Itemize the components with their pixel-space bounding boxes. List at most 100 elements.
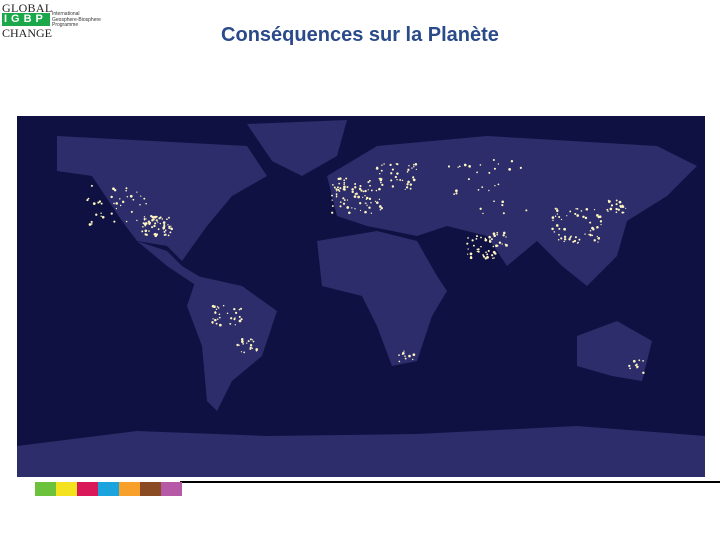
city-light bbox=[359, 184, 362, 188]
city-light bbox=[374, 200, 377, 203]
australia bbox=[577, 321, 652, 381]
city-light bbox=[553, 231, 556, 233]
city-light bbox=[247, 340, 250, 343]
city-light bbox=[147, 220, 151, 223]
strip-swatch bbox=[140, 482, 161, 496]
footer-rule bbox=[180, 481, 720, 483]
city-light bbox=[489, 239, 491, 241]
city-light bbox=[86, 199, 89, 202]
city-light bbox=[234, 324, 236, 326]
city-light bbox=[380, 206, 383, 210]
city-light bbox=[591, 234, 594, 237]
city-light bbox=[142, 222, 145, 225]
city-light bbox=[343, 188, 346, 191]
city-light bbox=[642, 359, 644, 362]
city-light bbox=[575, 208, 577, 210]
city-light bbox=[217, 307, 220, 309]
city-light bbox=[495, 244, 498, 248]
city-light bbox=[396, 172, 399, 175]
city-light bbox=[457, 166, 459, 168]
city-light bbox=[621, 211, 624, 214]
city-light bbox=[148, 223, 150, 225]
city-light bbox=[589, 229, 592, 232]
city-light bbox=[621, 205, 625, 208]
city-light bbox=[153, 233, 156, 236]
city-light bbox=[252, 340, 255, 343]
igbp-logo: GLOBAL IGBP CHANGE International Geosphe… bbox=[2, 1, 112, 40]
city-light bbox=[525, 209, 528, 212]
city-light bbox=[475, 237, 478, 240]
city-light bbox=[401, 179, 404, 182]
color-strip bbox=[35, 482, 182, 496]
city-light bbox=[370, 189, 373, 192]
city-light bbox=[609, 207, 613, 211]
city-light bbox=[576, 214, 580, 217]
city-light bbox=[589, 221, 592, 224]
city-light bbox=[129, 194, 133, 198]
city-light bbox=[391, 185, 395, 188]
city-light bbox=[597, 236, 601, 240]
city-light bbox=[92, 202, 96, 206]
city-light bbox=[90, 184, 93, 187]
city-light bbox=[168, 225, 171, 228]
city-light bbox=[505, 243, 508, 247]
city-light bbox=[488, 171, 491, 174]
city-light bbox=[629, 367, 631, 370]
city-light bbox=[354, 182, 357, 185]
city-light bbox=[584, 216, 588, 220]
city-light bbox=[493, 167, 496, 170]
city-light bbox=[551, 227, 554, 231]
city-light bbox=[98, 200, 102, 203]
city-light bbox=[161, 218, 164, 220]
city-light bbox=[370, 201, 372, 204]
city-light bbox=[255, 350, 257, 352]
city-light bbox=[401, 353, 404, 355]
city-light bbox=[216, 305, 219, 308]
city-light bbox=[552, 219, 554, 222]
city-light bbox=[249, 338, 252, 341]
logo-subtitle-line: Programme bbox=[52, 22, 79, 28]
city-light bbox=[589, 234, 592, 237]
city-light bbox=[364, 202, 366, 204]
city-light bbox=[378, 187, 381, 191]
south-america bbox=[187, 276, 277, 411]
city-light bbox=[383, 163, 385, 165]
city-light bbox=[368, 206, 371, 209]
city-light bbox=[379, 208, 382, 211]
city-light bbox=[240, 318, 243, 321]
city-light bbox=[398, 354, 400, 356]
city-light bbox=[168, 227, 171, 229]
city-light bbox=[389, 163, 392, 167]
city-light bbox=[395, 163, 398, 165]
city-light bbox=[354, 186, 357, 189]
city-light bbox=[636, 365, 639, 369]
city-light bbox=[487, 249, 490, 252]
city-light bbox=[167, 224, 169, 226]
city-light bbox=[151, 226, 154, 229]
city-light bbox=[607, 210, 609, 213]
city-light bbox=[477, 189, 480, 191]
city-light bbox=[163, 224, 166, 227]
city-light bbox=[572, 240, 575, 243]
europe-asia bbox=[327, 136, 697, 286]
city-light bbox=[100, 202, 103, 205]
city-light bbox=[169, 227, 172, 230]
city-light bbox=[218, 323, 222, 327]
city-light bbox=[336, 195, 338, 197]
city-light bbox=[157, 221, 159, 223]
city-light bbox=[496, 231, 499, 234]
city-light bbox=[615, 211, 618, 214]
strip-swatch bbox=[56, 482, 77, 496]
city-light bbox=[368, 197, 372, 201]
city-light bbox=[467, 178, 470, 181]
city-light bbox=[351, 188, 354, 191]
city-light bbox=[351, 190, 354, 194]
city-light bbox=[566, 215, 568, 217]
city-light bbox=[226, 312, 229, 314]
city-light bbox=[243, 351, 246, 354]
city-light bbox=[466, 253, 469, 255]
strip-swatch bbox=[161, 482, 182, 496]
city-light bbox=[494, 185, 496, 187]
city-light bbox=[222, 304, 225, 307]
city-light bbox=[115, 202, 119, 205]
